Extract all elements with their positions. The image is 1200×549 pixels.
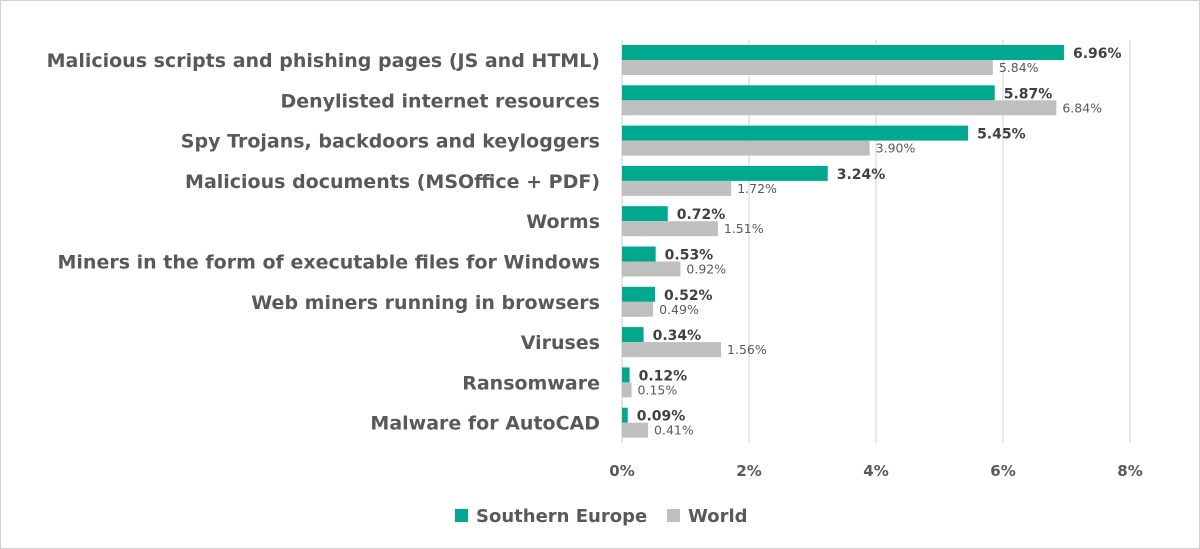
data-label-southern-europe: 5.87%	[1004, 86, 1053, 102]
bar-world	[622, 180, 732, 196]
category-label: Web miners running in browsers	[251, 292, 600, 314]
bar-world	[622, 301, 654, 317]
category-label: Viruses	[521, 332, 600, 354]
x-tick-label: 0%	[609, 462, 634, 480]
bar-southern-europe	[622, 407, 628, 423]
bar-southern-europe	[622, 246, 656, 262]
bar-world	[622, 261, 681, 277]
data-label-world: 5.84%	[999, 60, 1039, 75]
category-label: Malware for AutoCAD	[370, 413, 600, 435]
data-label-southern-europe: 0.53%	[665, 248, 714, 264]
data-label-world: 3.90%	[876, 141, 916, 156]
category-labels: Malicious scripts and phishing pages (JS…	[47, 50, 600, 435]
data-label-southern-europe: 0.72%	[677, 207, 726, 223]
legend-swatch-southern-europe	[455, 509, 468, 522]
bar-world	[622, 140, 870, 156]
legend-swatch-world	[667, 509, 680, 522]
x-axis-ticks: 0% 2% 4% 6% 8%	[609, 462, 1142, 480]
data-label-southern-europe: 0.09%	[637, 409, 686, 425]
legend-label-southern-europe: Southern Europe	[476, 506, 647, 527]
bar-southern-europe	[622, 165, 828, 181]
bar-southern-europe	[622, 286, 656, 302]
data-label-southern-europe: 6.96%	[1073, 46, 1122, 62]
category-label: Malicious documents (MSOffice + PDF)	[185, 171, 600, 193]
category-label: Denylisted internet resources	[280, 90, 600, 112]
category-label: Miners in the form of executable files f…	[58, 252, 600, 274]
bar-world	[622, 100, 1057, 116]
bar-southern-europe	[622, 125, 969, 141]
data-label-southern-europe: 0.12%	[639, 368, 688, 384]
data-label-world: 1.72%	[737, 181, 777, 196]
category-label: Worms	[526, 211, 600, 233]
legend-label-world: World	[688, 506, 748, 527]
data-label-world: 0.15%	[638, 382, 678, 397]
bar-southern-europe	[622, 367, 630, 383]
bar-southern-europe	[622, 85, 995, 101]
x-tick-label: 8%	[1117, 462, 1142, 480]
legend: Southern Europe World	[455, 506, 748, 527]
bar-world	[622, 60, 993, 75]
data-label-southern-europe: 0.52%	[664, 288, 713, 304]
x-tick-label: 6%	[990, 462, 1015, 480]
bar-southern-europe	[622, 45, 1064, 60]
data-label-southern-europe: 3.24%	[837, 167, 886, 183]
bar-world	[622, 221, 718, 237]
data-label-world: 0.92%	[686, 262, 726, 277]
data-labels: 6.96% 5.84% 5.87% 6.84% 5.45% 3.90% 3.24% 1.72%…	[637, 46, 1122, 438]
data-label-southern-europe: 0.34%	[653, 328, 702, 344]
bar-world	[622, 422, 649, 438]
data-label-world: 6.84%	[1062, 100, 1102, 115]
bars	[622, 45, 1064, 438]
data-label-southern-europe: 5.45%	[977, 127, 1026, 143]
data-label-world: 1.56%	[727, 342, 767, 357]
data-label-world: 0.41%	[654, 423, 694, 438]
x-tick-label: 4%	[863, 462, 888, 480]
bar-southern-europe	[622, 327, 644, 343]
category-label: Spy Trojans, backdoors and keyloggers	[181, 131, 600, 153]
x-tick-label: 2%	[736, 462, 761, 480]
data-label-world: 0.49%	[659, 302, 699, 317]
bar-world	[622, 342, 722, 358]
bar-southern-europe	[622, 206, 668, 222]
data-label-world: 1.51%	[724, 221, 764, 236]
category-label: Malicious scripts and phishing pages (JS…	[47, 50, 600, 72]
category-label: Ransomware	[462, 372, 600, 394]
bar-world	[622, 382, 632, 398]
